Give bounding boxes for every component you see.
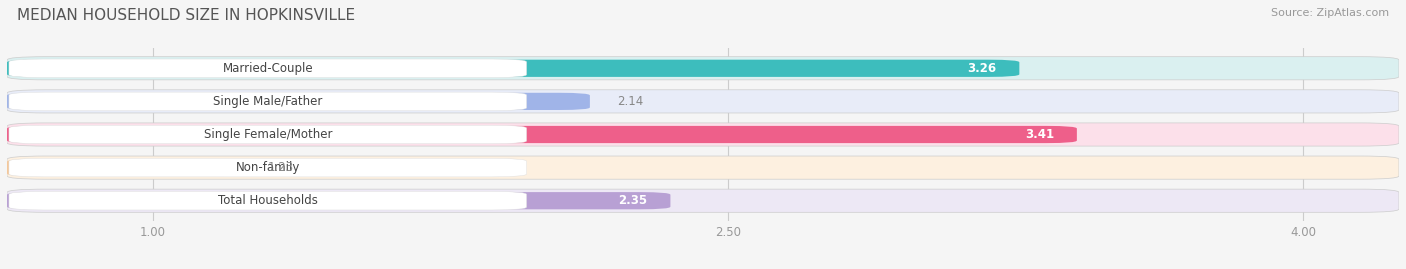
FancyBboxPatch shape bbox=[7, 159, 240, 176]
FancyBboxPatch shape bbox=[7, 90, 1399, 113]
Text: Single Male/Father: Single Male/Father bbox=[214, 95, 322, 108]
Text: Non-family: Non-family bbox=[236, 161, 299, 174]
FancyBboxPatch shape bbox=[7, 156, 1399, 179]
FancyBboxPatch shape bbox=[7, 60, 1019, 77]
FancyBboxPatch shape bbox=[8, 158, 527, 177]
FancyBboxPatch shape bbox=[8, 59, 527, 77]
FancyBboxPatch shape bbox=[8, 92, 527, 111]
Text: 2.35: 2.35 bbox=[619, 194, 647, 207]
Text: 2.14: 2.14 bbox=[617, 95, 643, 108]
FancyBboxPatch shape bbox=[7, 126, 1077, 143]
FancyBboxPatch shape bbox=[7, 57, 1399, 80]
Text: 3.41: 3.41 bbox=[1025, 128, 1054, 141]
Text: 1.23: 1.23 bbox=[267, 161, 294, 174]
FancyBboxPatch shape bbox=[8, 125, 527, 144]
Text: Total Households: Total Households bbox=[218, 194, 318, 207]
Text: Single Female/Mother: Single Female/Mother bbox=[204, 128, 332, 141]
FancyBboxPatch shape bbox=[7, 192, 671, 209]
FancyBboxPatch shape bbox=[7, 189, 1399, 212]
FancyBboxPatch shape bbox=[7, 123, 1399, 146]
FancyBboxPatch shape bbox=[7, 93, 591, 110]
FancyBboxPatch shape bbox=[8, 192, 527, 210]
Text: 3.26: 3.26 bbox=[967, 62, 997, 75]
Text: MEDIAN HOUSEHOLD SIZE IN HOPKINSVILLE: MEDIAN HOUSEHOLD SIZE IN HOPKINSVILLE bbox=[17, 8, 354, 23]
Text: Source: ZipAtlas.com: Source: ZipAtlas.com bbox=[1271, 8, 1389, 18]
Text: Married-Couple: Married-Couple bbox=[222, 62, 314, 75]
